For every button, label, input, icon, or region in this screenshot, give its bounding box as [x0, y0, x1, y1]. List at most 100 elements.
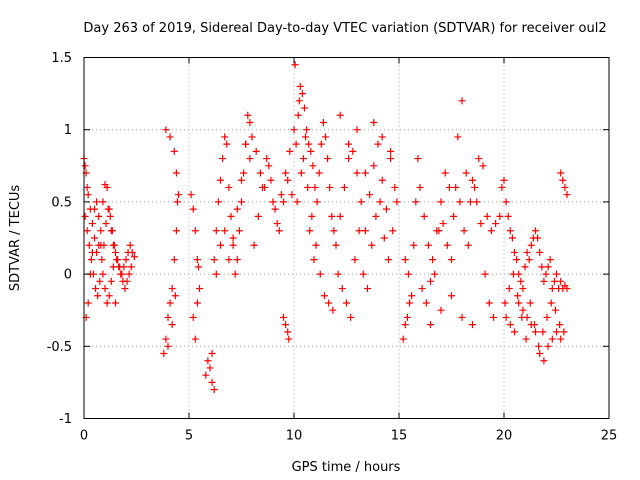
data-point: [242, 140, 250, 148]
data-point: [125, 270, 133, 278]
data-point: [282, 169, 290, 177]
chart-title: Day 263 of 2019, Sidereal Day-to-day VTE…: [83, 21, 606, 36]
data-point: [522, 335, 530, 343]
data-point: [353, 169, 361, 177]
data-point: [223, 140, 231, 148]
data-point: [526, 299, 534, 307]
data-point: [320, 292, 328, 300]
data-point: [509, 270, 517, 278]
data-point: [217, 241, 224, 249]
data-point: [84, 191, 92, 199]
data-point: [479, 162, 487, 170]
data-point: [519, 285, 527, 293]
data-point: [437, 306, 445, 314]
data-point: [544, 342, 552, 350]
data-point: [540, 357, 548, 365]
data-point: [172, 169, 180, 177]
data-point: [204, 357, 212, 365]
data-point: [99, 198, 107, 206]
data-point: [473, 198, 481, 206]
data-point: [240, 169, 248, 177]
data-point: [448, 292, 455, 300]
data-point: [317, 140, 325, 148]
data-point: [561, 183, 569, 191]
data-point: [505, 285, 513, 293]
data-point: [431, 270, 439, 278]
x-axis-ticks: 0 5 10 15 20 25: [80, 57, 617, 444]
data-point: [212, 227, 220, 235]
data-point: [441, 169, 449, 177]
data-point: [210, 256, 218, 264]
data-point: [168, 321, 176, 329]
data-point: [404, 270, 412, 278]
data-point: [410, 241, 418, 249]
data-point: [194, 263, 202, 271]
data-point: [193, 299, 201, 307]
data-point: [374, 140, 382, 148]
data-point: [302, 133, 310, 141]
data-point: [443, 241, 451, 249]
data-point: [357, 198, 365, 206]
data-point: [406, 299, 413, 307]
data-point: [372, 212, 380, 220]
data-point: [532, 227, 539, 235]
data-point: [97, 227, 105, 235]
data-point: [109, 263, 117, 271]
data-point: [103, 183, 111, 191]
data-point: [250, 241, 258, 249]
data-point: [464, 241, 472, 249]
data-point: [483, 212, 491, 220]
data-point: [244, 111, 252, 119]
data-point: [527, 241, 535, 249]
data-point: [102, 220, 110, 228]
data-point: [227, 212, 235, 220]
x-axis-label: GPS time / hours: [292, 460, 401, 475]
data-point: [391, 183, 399, 191]
data-point: [246, 155, 254, 163]
data-point: [458, 313, 466, 321]
data-point: [112, 248, 119, 256]
data-point: [275, 227, 283, 235]
data-point: [403, 313, 411, 321]
data-point: [469, 321, 476, 329]
data-point: [81, 212, 89, 220]
data-point: [269, 198, 277, 206]
data-point: [113, 256, 121, 264]
data-point: [471, 183, 479, 191]
data-point: [326, 183, 334, 191]
data-point: [548, 335, 556, 343]
data-point: [246, 118, 254, 126]
data-point: [454, 133, 462, 141]
x-tick-label: 10: [286, 429, 303, 444]
x-tick-label: 15: [391, 429, 408, 444]
data-point: [221, 227, 229, 235]
data-point: [221, 133, 229, 141]
data-point: [233, 256, 241, 264]
data-point: [536, 350, 544, 358]
data-point: [191, 335, 199, 343]
data-point: [299, 155, 307, 163]
data-point: [229, 234, 237, 242]
data-point: [83, 183, 91, 191]
data-point: [513, 256, 521, 264]
data-point: [485, 299, 493, 307]
data-point: [508, 234, 516, 242]
data-point: [122, 256, 130, 264]
data-point: [229, 241, 237, 249]
data-point: [462, 169, 470, 177]
data-point: [546, 256, 554, 264]
data-point: [382, 205, 390, 213]
data-point: [523, 313, 531, 321]
data-point: [306, 227, 314, 235]
data-point: [130, 253, 138, 261]
data-point: [349, 147, 357, 155]
data-point: [475, 155, 483, 163]
data-point: [106, 212, 114, 220]
data-point: [235, 227, 243, 235]
data-point: [325, 299, 333, 307]
data-point: [527, 321, 535, 329]
data-point: [273, 220, 281, 228]
data-point: [309, 162, 317, 170]
data-point: [376, 198, 384, 206]
data-point: [401, 321, 409, 329]
